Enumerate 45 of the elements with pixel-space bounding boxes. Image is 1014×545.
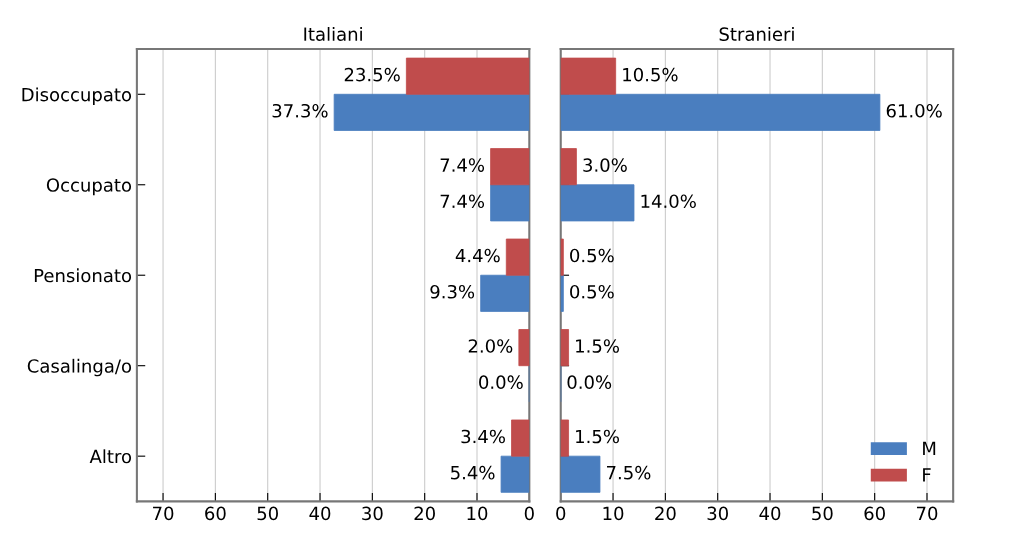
x-tick-label: 60 — [205, 506, 226, 521]
x-tick-label: 40 — [309, 506, 331, 521]
legend-label: F — [923, 468, 931, 482]
data-label: 1.5% — [576, 339, 619, 353]
y-tick-label: Disoccupato — [22, 87, 132, 105]
data-label: 23.5% — [344, 67, 400, 82]
data-label: 1.5% — [576, 429, 619, 444]
data-label: 0.5% — [570, 284, 614, 299]
x-tick-label: 10 — [603, 506, 624, 521]
x-tick-label: 20 — [655, 506, 676, 521]
y-tick-label: Occupato — [46, 178, 132, 196]
data-label: 2.0% — [468, 339, 513, 353]
chart-title: Italiani — [304, 27, 362, 41]
x-tick-label: 70 — [153, 506, 174, 521]
x-tick-label: 50 — [257, 506, 278, 521]
y-tick-label: Altro — [89, 449, 132, 464]
data-label: 0.5% — [570, 248, 614, 263]
data-label: 5.4% — [451, 465, 495, 480]
x-tick-label: 30 — [362, 506, 383, 521]
x-tick-label: 60 — [864, 506, 885, 521]
data-label: 0.0% — [567, 375, 612, 390]
y-tick-label: Pensionato — [34, 268, 132, 283]
x-tick-label: 10 — [467, 506, 488, 521]
data-label: 37.3% — [272, 103, 328, 118]
x-tick-label: 0 — [556, 506, 566, 521]
x-tick-label: 30 — [707, 506, 728, 521]
data-label: 4.4% — [455, 248, 500, 263]
legend-label: M — [923, 441, 936, 455]
data-label: 61.0% — [886, 103, 942, 118]
data-label: 0.0% — [479, 375, 523, 390]
data-label: 9.3% — [430, 284, 475, 299]
chart-title: Stranieri — [719, 27, 794, 41]
x-tick-label: 0 — [524, 506, 534, 521]
data-label: 14.0% — [641, 194, 696, 209]
x-tick-label: 40 — [759, 506, 781, 521]
x-tick-label: 50 — [812, 506, 833, 521]
data-label: 3.0% — [583, 158, 627, 172]
x-tick-label: 20 — [414, 506, 435, 521]
data-label: 10.5% — [623, 67, 678, 82]
y-tick-label: Casalinga/o — [27, 358, 132, 377]
data-label: 7.4% — [440, 194, 485, 209]
data-label: 7.4% — [440, 158, 485, 172]
data-label: 3.4% — [461, 429, 505, 444]
data-label: 7.5% — [607, 465, 651, 480]
x-tick-label: 70 — [916, 506, 938, 521]
